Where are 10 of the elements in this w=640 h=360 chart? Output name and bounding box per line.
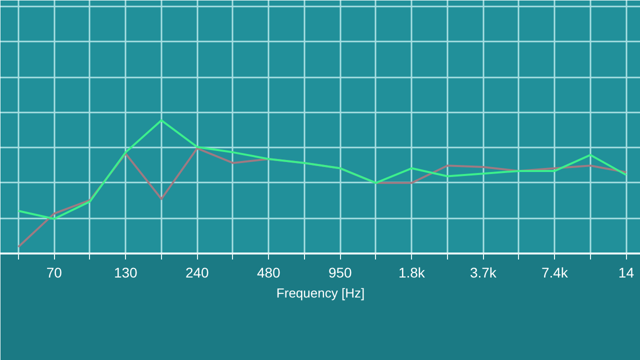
x-tick-label: 7.4k	[541, 264, 569, 280]
x-tick-label: 3.7k	[470, 264, 498, 280]
x-tick-label: 70	[46, 264, 62, 280]
x-tick-label: 950	[328, 264, 352, 280]
x-tick-label: 14	[618, 264, 634, 280]
x-tick-label: 1.8k	[398, 264, 426, 280]
x-tick-label: 480	[256, 264, 281, 280]
x-tick-label: 130	[114, 264, 138, 280]
x-axis-title: Frequency [Hz]	[276, 286, 365, 300]
x-tick-label: 240	[185, 264, 210, 280]
